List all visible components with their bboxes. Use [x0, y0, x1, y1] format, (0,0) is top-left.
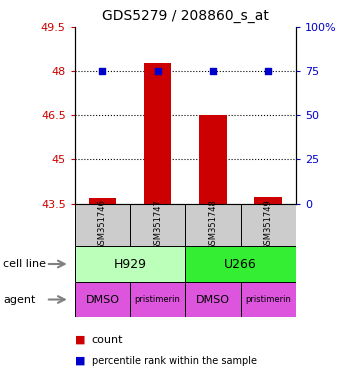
Point: [100, 68, 105, 74]
Bar: [144, 63, 171, 204]
Text: pristimerin: pristimerin: [135, 295, 181, 304]
Text: DMSO: DMSO: [85, 295, 119, 305]
Title: GDS5279 / 208860_s_at: GDS5279 / 208860_s_at: [102, 9, 269, 23]
Bar: [185, 204, 241, 246]
Text: cell line: cell line: [3, 259, 46, 269]
Bar: [185, 246, 296, 282]
Text: U266: U266: [224, 258, 257, 270]
Text: GSM351747: GSM351747: [153, 199, 162, 250]
Bar: [241, 204, 296, 246]
Text: count: count: [92, 335, 123, 345]
Point: [266, 68, 271, 74]
Bar: [241, 282, 296, 317]
Bar: [89, 198, 116, 204]
Point: [155, 68, 160, 74]
Text: GSM351749: GSM351749: [264, 199, 273, 250]
Text: GSM351748: GSM351748: [208, 199, 217, 250]
Text: ■: ■: [75, 356, 85, 366]
Bar: [75, 204, 130, 246]
Text: agent: agent: [3, 295, 36, 305]
Bar: [75, 282, 130, 317]
Text: DMSO: DMSO: [196, 295, 230, 305]
Bar: [130, 204, 185, 246]
Bar: [199, 115, 227, 204]
Bar: [254, 197, 282, 204]
Text: ■: ■: [75, 335, 85, 345]
Bar: [130, 282, 185, 317]
Text: H929: H929: [114, 258, 147, 270]
Text: GSM351746: GSM351746: [98, 199, 107, 250]
Text: percentile rank within the sample: percentile rank within the sample: [92, 356, 257, 366]
Text: pristimerin: pristimerin: [245, 295, 291, 304]
Bar: [185, 282, 241, 317]
Bar: [75, 246, 185, 282]
Point: [210, 68, 216, 74]
